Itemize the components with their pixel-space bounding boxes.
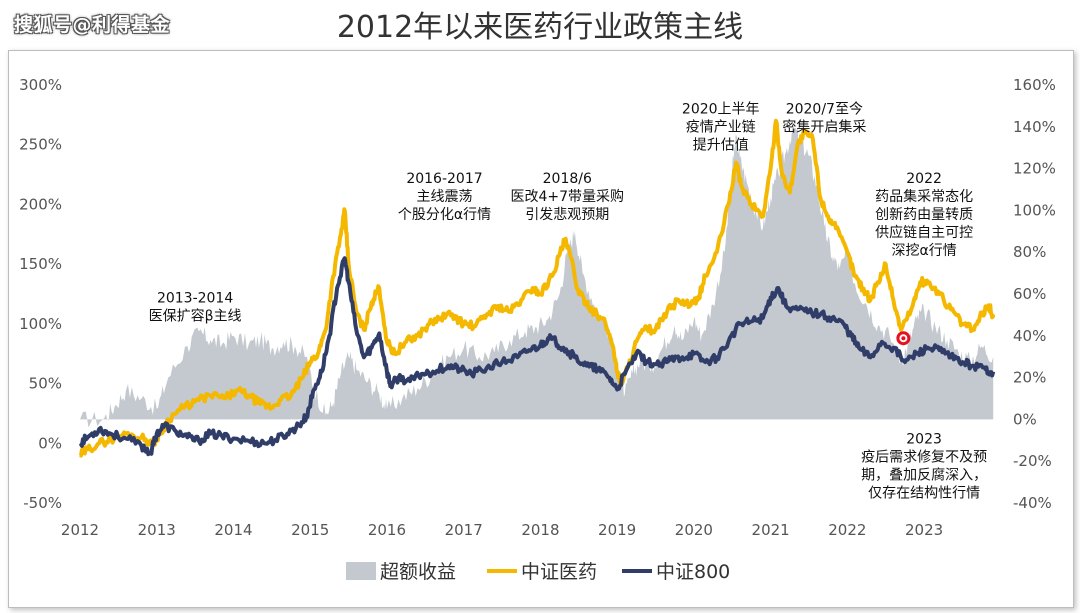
excess-area xyxy=(80,120,994,428)
series-lines-layer xyxy=(78,118,996,458)
pharma-line xyxy=(79,118,996,458)
left-axis-tick: 50% xyxy=(29,375,62,393)
annotation-text: 创新药由量转质 xyxy=(875,207,973,223)
annotation-text: 2020上半年 xyxy=(682,102,760,118)
left-axis-tick: 200% xyxy=(19,195,62,213)
left-axis-tick: 150% xyxy=(19,255,62,273)
x-axis-tick: 2012 xyxy=(61,521,99,539)
right-axis-tick: 40% xyxy=(1013,327,1046,345)
excess-area-layer xyxy=(80,120,994,428)
x-axis-tick: 2019 xyxy=(598,521,636,539)
legend-label: 超额收益 xyxy=(380,561,456,583)
right-axis-tick: 100% xyxy=(1013,201,1056,219)
annotation-text: 2013-2014 xyxy=(157,290,233,306)
right-axis-tick: -20% xyxy=(1013,452,1052,470)
x-axis-tick: 2016 xyxy=(368,521,406,539)
annotation-text: 药品集采常态化 xyxy=(875,188,973,205)
annotation-text: 引发悲观预期 xyxy=(525,206,609,223)
legend-label: 中证800 xyxy=(656,561,730,583)
x-axis-tick: 2015 xyxy=(291,521,329,539)
x-axis-tick: 2013 xyxy=(138,521,176,539)
x-axis-tick: 2017 xyxy=(445,521,483,539)
left-axis-tick: 250% xyxy=(19,136,62,154)
legend-item: 中证医药 xyxy=(487,561,597,583)
annotation-text: 提升估值 xyxy=(693,138,749,154)
annotation-text: 2016-2017 xyxy=(406,171,482,187)
legend-swatch xyxy=(346,562,376,580)
annotation-text: 期，叠加反腐深入， xyxy=(861,466,987,483)
x-axis-tick: 2014 xyxy=(214,521,252,539)
right-axis-tick: 60% xyxy=(1013,285,1046,303)
x-axis-tick: 2023 xyxy=(905,521,943,539)
legend-item: 超额收益 xyxy=(346,561,456,583)
right-axis-tick: 120% xyxy=(1013,160,1056,178)
left-axis-tick: -50% xyxy=(23,494,62,512)
annotation-text: 2022 xyxy=(906,171,942,187)
chart-title: 2012年以来医药行业政策主线 xyxy=(336,10,744,45)
left-axis-tick: 100% xyxy=(19,315,62,333)
axes-layer: 300% 250% 200% 150% 100% 50% 0% -50% 160% 140% 120… xyxy=(19,76,1056,539)
annotation-text: 疫情产业链 xyxy=(686,120,756,136)
x-axis-tick: 2018 xyxy=(521,521,559,539)
legend: 超额收益 中证医药 中证800 xyxy=(346,561,730,583)
right-axis-tick: 160% xyxy=(1013,76,1056,94)
annotation-text: 疫后需求修复不及预 xyxy=(861,448,987,465)
annotation-text: 2023 xyxy=(906,431,942,447)
left-axis-tick: 0% xyxy=(38,434,62,452)
right-axis-tick: -40% xyxy=(1013,494,1052,512)
annotation-text: 2018/6 xyxy=(543,171,592,187)
legend-label: 中证医药 xyxy=(521,561,597,583)
annotation-text: 医保扩容β主线 xyxy=(149,307,242,324)
x-axis-tick: 2021 xyxy=(752,521,790,539)
annotation-text: 深挖α行情 xyxy=(891,243,956,259)
annotation-text: 仅存在结构性行情 xyxy=(868,485,980,501)
watermark: 搜狐号@利得基金 xyxy=(14,14,171,36)
annotation-text: 个股分化α行情 xyxy=(398,207,491,223)
right-axis-tick: 140% xyxy=(1013,118,1056,136)
annotation-text: 主线震荡 xyxy=(416,189,472,205)
x-axis-tick: 2022 xyxy=(828,521,866,539)
right-axis-tick: 80% xyxy=(1013,243,1046,261)
annotation-text: 供应链自主可控 xyxy=(875,224,973,241)
annotation-text: 密集开启集采 xyxy=(782,119,866,136)
right-axis-tick: 0% xyxy=(1013,410,1037,428)
right-axis-tick: 20% xyxy=(1013,369,1046,387)
legend-item: 中证800 xyxy=(622,561,730,583)
event-marker-dot xyxy=(901,336,906,341)
annotation-text: 2020/7至今 xyxy=(786,102,863,118)
x-axis-tick: 2020 xyxy=(675,521,713,539)
annotation-text: 医改4+7带量采购 xyxy=(511,189,625,205)
csi800-line xyxy=(78,256,996,457)
left-axis-tick: 300% xyxy=(19,76,62,94)
